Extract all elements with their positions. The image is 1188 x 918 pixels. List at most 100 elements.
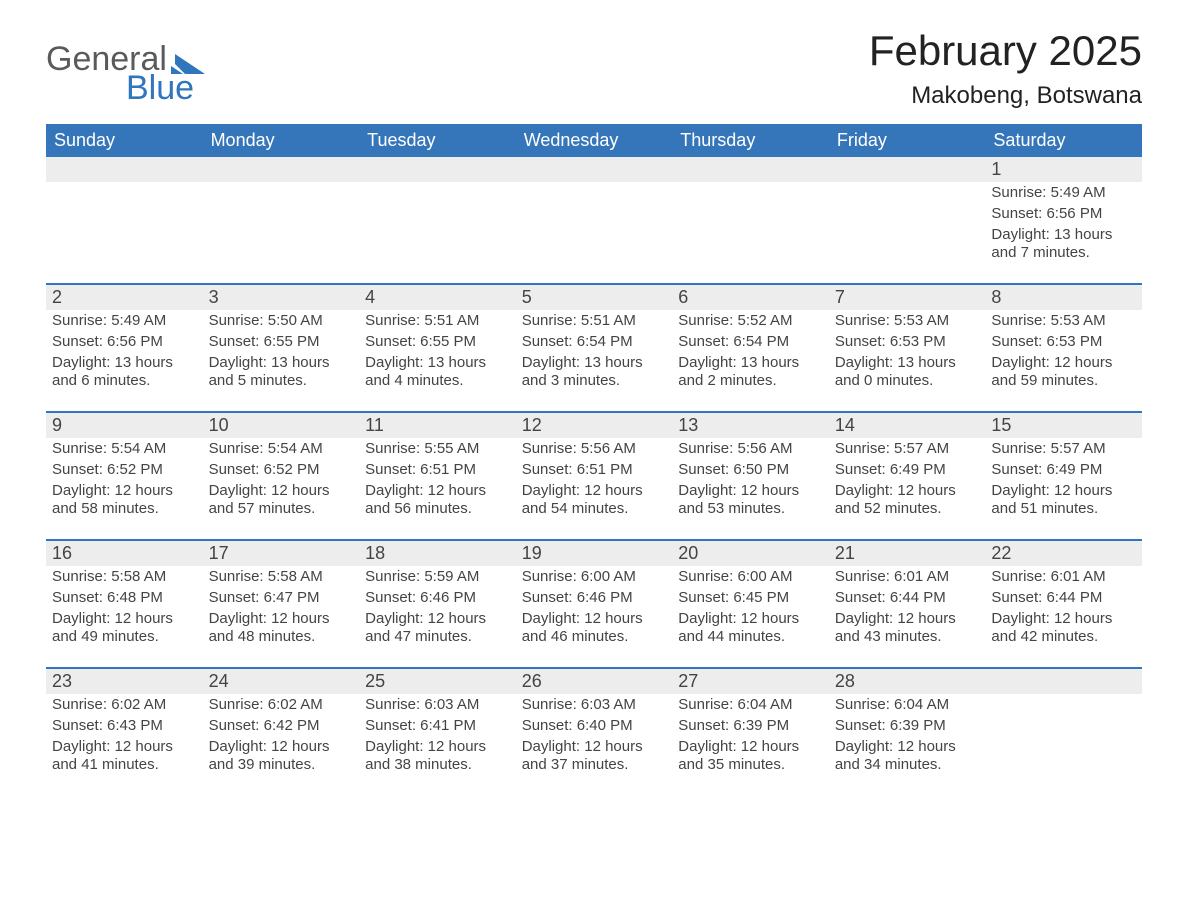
day-cell: 5Sunrise: 5:51 AMSunset: 6:54 PMDaylight…	[516, 285, 673, 411]
dow-label: Saturday	[985, 124, 1142, 157]
sunrise-text: Sunrise: 6:02 AM	[46, 694, 203, 715]
sunset-text: Sunset: 6:55 PM	[203, 331, 360, 352]
day-number: 11	[359, 413, 516, 438]
day-number: 12	[516, 413, 673, 438]
sunset-text: Sunset: 6:52 PM	[46, 459, 203, 480]
day-cell: 27Sunrise: 6:04 AMSunset: 6:39 PMDayligh…	[672, 669, 829, 795]
day-cell: 2Sunrise: 5:49 AMSunset: 6:56 PMDaylight…	[46, 285, 203, 411]
sunset-text: Sunset: 6:39 PM	[672, 715, 829, 736]
daylight-text: Daylight: 12 hours and 41 minutes.	[46, 736, 203, 776]
sunrise-text: Sunrise: 5:55 AM	[359, 438, 516, 459]
day-cell: 7Sunrise: 5:53 AMSunset: 6:53 PMDaylight…	[829, 285, 986, 411]
day-number: 3	[203, 285, 360, 310]
day-cell: 3Sunrise: 5:50 AMSunset: 6:55 PMDaylight…	[203, 285, 360, 411]
sunrise-text: Sunrise: 5:49 AM	[46, 310, 203, 331]
location-label: Makobeng, Botswana	[869, 82, 1142, 110]
day-number: 19	[516, 541, 673, 566]
sunset-text: Sunset: 6:44 PM	[829, 587, 986, 608]
header: General Blue February 2025 Makobeng, Bot…	[46, 28, 1142, 116]
sunrise-text: Sunrise: 5:54 AM	[46, 438, 203, 459]
day-number	[829, 157, 986, 182]
sunset-text: Sunset: 6:39 PM	[829, 715, 986, 736]
day-number: 7	[829, 285, 986, 310]
day-cell: 18Sunrise: 5:59 AMSunset: 6:46 PMDayligh…	[359, 541, 516, 667]
daylight-text: Daylight: 12 hours and 52 minutes.	[829, 480, 986, 520]
sunrise-text: Sunrise: 5:58 AM	[203, 566, 360, 587]
day-number	[359, 157, 516, 182]
daylight-text: Daylight: 12 hours and 57 minutes.	[203, 480, 360, 520]
sunset-text: Sunset: 6:49 PM	[985, 459, 1142, 480]
day-number: 26	[516, 669, 673, 694]
daylight-text: Daylight: 12 hours and 39 minutes.	[203, 736, 360, 776]
daylight-text: Daylight: 12 hours and 43 minutes.	[829, 608, 986, 648]
weeks-container: 1Sunrise: 5:49 AMSunset: 6:56 PMDaylight…	[46, 157, 1142, 795]
title-block: February 2025 Makobeng, Botswana	[869, 28, 1142, 116]
day-cell: 25Sunrise: 6:03 AMSunset: 6:41 PMDayligh…	[359, 669, 516, 795]
sunrise-text: Sunrise: 6:00 AM	[516, 566, 673, 587]
day-number: 17	[203, 541, 360, 566]
day-cell	[829, 157, 986, 283]
sunset-text: Sunset: 6:43 PM	[46, 715, 203, 736]
daylight-text: Daylight: 12 hours and 53 minutes.	[672, 480, 829, 520]
sunset-text: Sunset: 6:51 PM	[359, 459, 516, 480]
day-cell: 14Sunrise: 5:57 AMSunset: 6:49 PMDayligh…	[829, 413, 986, 539]
day-cell: 16Sunrise: 5:58 AMSunset: 6:48 PMDayligh…	[46, 541, 203, 667]
sunrise-text: Sunrise: 5:54 AM	[203, 438, 360, 459]
day-cell: 17Sunrise: 5:58 AMSunset: 6:47 PMDayligh…	[203, 541, 360, 667]
daylight-text: Daylight: 12 hours and 44 minutes.	[672, 608, 829, 648]
sunrise-text: Sunrise: 6:04 AM	[829, 694, 986, 715]
daylight-text: Daylight: 12 hours and 38 minutes.	[359, 736, 516, 776]
dow-label: Thursday	[672, 124, 829, 157]
sunset-text: Sunset: 6:47 PM	[203, 587, 360, 608]
dow-label: Monday	[203, 124, 360, 157]
day-cell: 28Sunrise: 6:04 AMSunset: 6:39 PMDayligh…	[829, 669, 986, 795]
daylight-text: Daylight: 12 hours and 54 minutes.	[516, 480, 673, 520]
dow-label: Wednesday	[516, 124, 673, 157]
dow-label: Sunday	[46, 124, 203, 157]
day-number: 14	[829, 413, 986, 438]
calendar: SundayMondayTuesdayWednesdayThursdayFrid…	[46, 124, 1142, 795]
day-number: 4	[359, 285, 516, 310]
sunrise-text: Sunrise: 6:03 AM	[359, 694, 516, 715]
daylight-text: Daylight: 12 hours and 34 minutes.	[829, 736, 986, 776]
day-number	[203, 157, 360, 182]
daylight-text: Daylight: 12 hours and 37 minutes.	[516, 736, 673, 776]
daylight-text: Daylight: 12 hours and 49 minutes.	[46, 608, 203, 648]
sunrise-text: Sunrise: 5:57 AM	[829, 438, 986, 459]
day-number: 2	[46, 285, 203, 310]
day-number: 8	[985, 285, 1142, 310]
week-row: 9Sunrise: 5:54 AMSunset: 6:52 PMDaylight…	[46, 411, 1142, 539]
daylight-text: Daylight: 13 hours and 5 minutes.	[203, 352, 360, 392]
sunrise-text: Sunrise: 6:03 AM	[516, 694, 673, 715]
daylight-text: Daylight: 13 hours and 4 minutes.	[359, 352, 516, 392]
day-cell: 6Sunrise: 5:52 AMSunset: 6:54 PMDaylight…	[672, 285, 829, 411]
day-cell: 23Sunrise: 6:02 AMSunset: 6:43 PMDayligh…	[46, 669, 203, 795]
sunset-text: Sunset: 6:56 PM	[985, 203, 1142, 224]
day-cell: 12Sunrise: 5:56 AMSunset: 6:51 PMDayligh…	[516, 413, 673, 539]
day-number	[46, 157, 203, 182]
day-cell: 4Sunrise: 5:51 AMSunset: 6:55 PMDaylight…	[359, 285, 516, 411]
daylight-text: Daylight: 13 hours and 6 minutes.	[46, 352, 203, 392]
day-cell: 9Sunrise: 5:54 AMSunset: 6:52 PMDaylight…	[46, 413, 203, 539]
dow-label: Tuesday	[359, 124, 516, 157]
daylight-text: Daylight: 12 hours and 48 minutes.	[203, 608, 360, 648]
sunrise-text: Sunrise: 5:59 AM	[359, 566, 516, 587]
daylight-text: Daylight: 12 hours and 42 minutes.	[985, 608, 1142, 648]
day-cell: 11Sunrise: 5:55 AMSunset: 6:51 PMDayligh…	[359, 413, 516, 539]
week-row: 1Sunrise: 5:49 AMSunset: 6:56 PMDaylight…	[46, 157, 1142, 283]
day-number	[985, 669, 1142, 694]
daylight-text: Daylight: 13 hours and 2 minutes.	[672, 352, 829, 392]
day-number: 21	[829, 541, 986, 566]
sunset-text: Sunset: 6:40 PM	[516, 715, 673, 736]
day-cell: 19Sunrise: 6:00 AMSunset: 6:46 PMDayligh…	[516, 541, 673, 667]
day-cell	[359, 157, 516, 283]
sunset-text: Sunset: 6:45 PM	[672, 587, 829, 608]
day-number: 18	[359, 541, 516, 566]
day-cell: 26Sunrise: 6:03 AMSunset: 6:40 PMDayligh…	[516, 669, 673, 795]
day-cell	[203, 157, 360, 283]
sunrise-text: Sunrise: 5:53 AM	[829, 310, 986, 331]
sunset-text: Sunset: 6:52 PM	[203, 459, 360, 480]
sunrise-text: Sunrise: 6:04 AM	[672, 694, 829, 715]
sunset-text: Sunset: 6:42 PM	[203, 715, 360, 736]
day-cell: 1Sunrise: 5:49 AMSunset: 6:56 PMDaylight…	[985, 157, 1142, 283]
